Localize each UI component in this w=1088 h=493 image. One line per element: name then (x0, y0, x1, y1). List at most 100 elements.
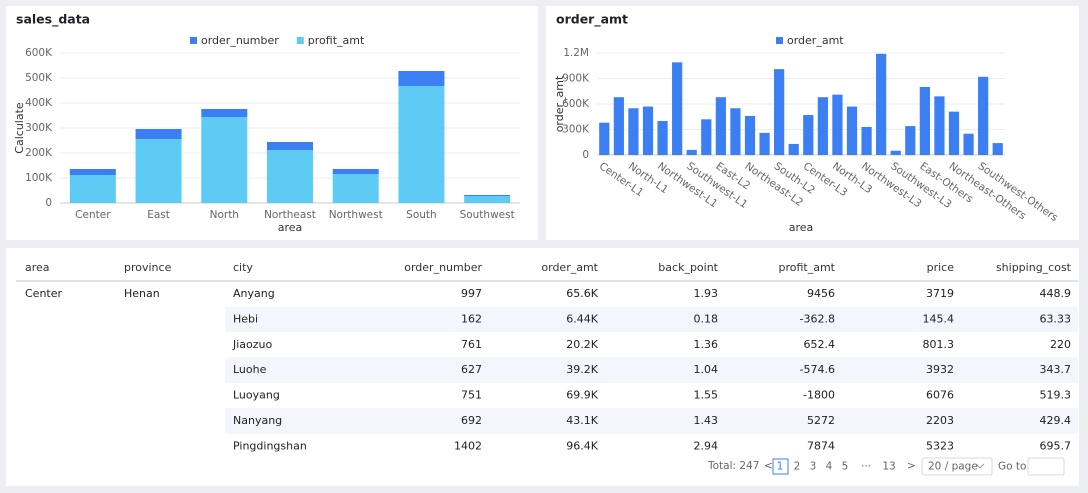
cell: 96.4K (566, 439, 598, 452)
y-axis-label: Calculate (13, 102, 26, 154)
y-tick-label: 300K (25, 122, 53, 134)
cell: 429.4 (1040, 414, 1072, 427)
bar (715, 97, 726, 155)
page-number[interactable]: 4 (826, 461, 833, 473)
y-tick-label: 600K (25, 47, 53, 59)
cell: Hebi (233, 312, 258, 325)
legend-label[interactable]: order_amt (787, 34, 844, 47)
bar (701, 119, 712, 155)
bar (978, 76, 989, 155)
y-tick-label: 0 (582, 149, 589, 161)
cell: 20.2K (566, 338, 598, 351)
column-header: area (25, 261, 50, 274)
cell: Center (25, 287, 63, 300)
legend-label[interactable]: order_number (201, 34, 279, 47)
total-count: Total: 247 (707, 460, 759, 472)
cell: 162 (461, 312, 482, 325)
bar (876, 53, 887, 155)
cell: 343.7 (1040, 363, 1072, 376)
cell: Henan (124, 287, 160, 300)
bar (788, 143, 799, 155)
page-number[interactable]: 2 (794, 461, 801, 473)
cell: -574.6 (800, 363, 835, 376)
cell: 692 (461, 414, 482, 427)
legend-swatch[interactable] (776, 37, 783, 44)
x-tick-label: North (210, 209, 239, 221)
cell: Luohe (233, 363, 267, 376)
cell: 1.04 (694, 363, 719, 376)
chart: sales_data Calculate area 0 100K 200K 300K 400K… (13, 12, 520, 234)
bar (672, 62, 683, 155)
cell: 220 (1050, 338, 1071, 351)
bar (919, 87, 930, 155)
column-header: province (124, 261, 172, 274)
cell: 1402 (454, 439, 482, 452)
cell: 69.9K (566, 389, 598, 402)
bar (890, 150, 901, 155)
cell: Luoyang (233, 389, 280, 402)
bar (730, 108, 741, 155)
y-tick-label: 1.2M (563, 47, 589, 59)
page-size-select[interactable] (921, 457, 993, 476)
row-stripe (225, 306, 1078, 333)
bar (267, 150, 313, 203)
x-tick-label: South (406, 209, 437, 221)
bar (201, 117, 248, 203)
row-stripe (225, 357, 1078, 383)
cell: 761 (461, 338, 482, 351)
bar (69, 175, 116, 203)
cell: 63.33 (1040, 312, 1072, 325)
x-axis-label: area (789, 221, 814, 234)
bar (774, 69, 785, 155)
bar (464, 196, 511, 203)
page-number[interactable]: ··· (861, 461, 871, 473)
cell: 65.6K (566, 287, 598, 300)
page-number[interactable]: 3 (810, 461, 817, 473)
cell: 448.9 (1040, 287, 1072, 300)
bar (332, 169, 379, 174)
y-tick-label: 400K (25, 97, 53, 109)
legend-swatch[interactable] (190, 37, 197, 44)
bar (464, 195, 511, 196)
x-tick-label: Northwest (329, 209, 383, 221)
page-size[interactable]: 20 / page (928, 461, 978, 473)
y-tick-label: 600K (562, 98, 590, 110)
cell: 2.94 (694, 439, 719, 452)
chart-title: order_amt (556, 12, 628, 28)
row-stripe (225, 408, 1078, 434)
cell: 1.36 (694, 338, 719, 351)
column-header: price (927, 261, 955, 274)
bar (332, 174, 379, 203)
cell: Anyang (233, 287, 275, 300)
cell: 801.3 (923, 338, 955, 351)
bar (657, 121, 668, 155)
cell: Pingdingshan (233, 439, 307, 452)
cell: 627 (461, 363, 482, 376)
bar (905, 126, 916, 155)
cell: 0.18 (694, 312, 719, 325)
column-header: shipping_cost (996, 261, 1072, 274)
legend-label[interactable]: profit_amt (308, 34, 365, 47)
bar (934, 96, 945, 155)
x-tick-label: Center (75, 209, 111, 221)
bar (135, 129, 182, 139)
cell: 519.3 (1040, 389, 1072, 402)
next-page[interactable]: > (907, 460, 916, 472)
bar (832, 94, 843, 155)
prev-page[interactable]: < (764, 460, 773, 472)
goto-label: Go to (998, 461, 1026, 473)
page-number[interactable]: 5 (842, 461, 849, 473)
page-number[interactable]: 1 (777, 461, 784, 473)
column-header: back_point (658, 261, 718, 274)
goto-input[interactable] (1027, 457, 1065, 476)
legend-swatch[interactable] (296, 37, 304, 44)
cell: 43.1K (566, 414, 598, 427)
bar (613, 97, 624, 155)
page-number[interactable]: 13 (882, 461, 895, 473)
bar (69, 169, 116, 175)
bar (267, 142, 313, 150)
cell: -1800 (803, 389, 835, 402)
chart-title: sales_data (16, 12, 90, 28)
bar (398, 86, 445, 203)
y-tick-label: 0 (45, 197, 52, 209)
